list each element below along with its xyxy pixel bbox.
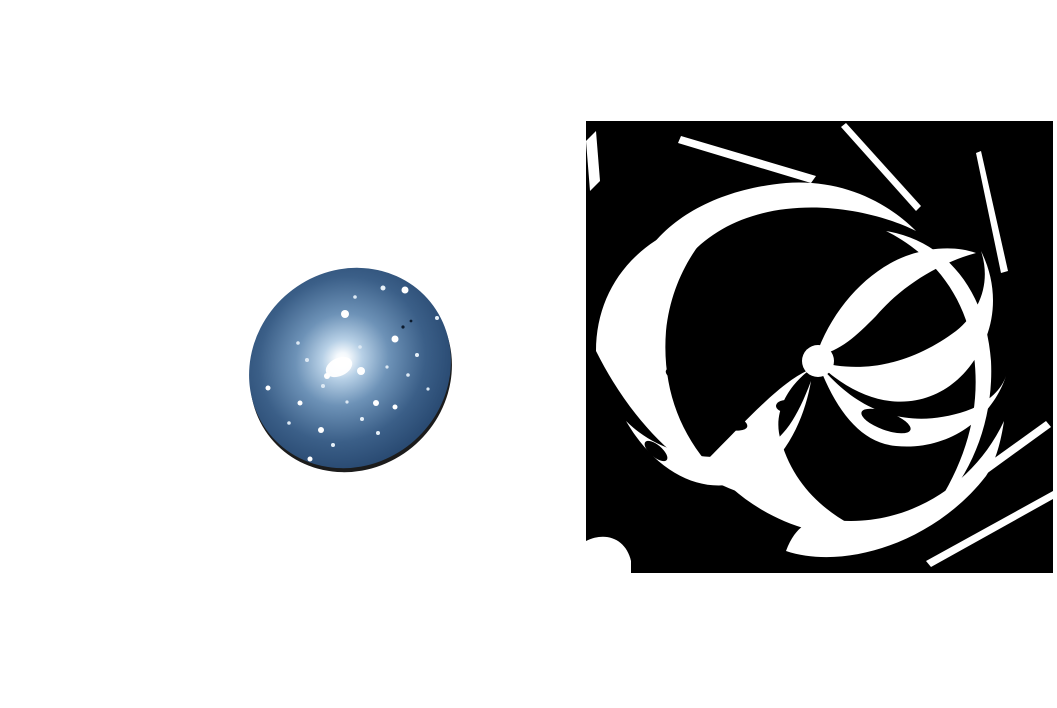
- spiral-arms: [586, 123, 1053, 573]
- galaxy-image: [249, 267, 452, 473]
- spiral-binary-image: [586, 121, 1053, 573]
- galaxy-image-panel: [235, 255, 465, 485]
- spiral-dust-lanes: [644, 228, 951, 500]
- star-field: [265, 285, 439, 462]
- spiral-binary-image-panel: [586, 121, 1053, 573]
- galaxy-disk: [249, 267, 451, 469]
